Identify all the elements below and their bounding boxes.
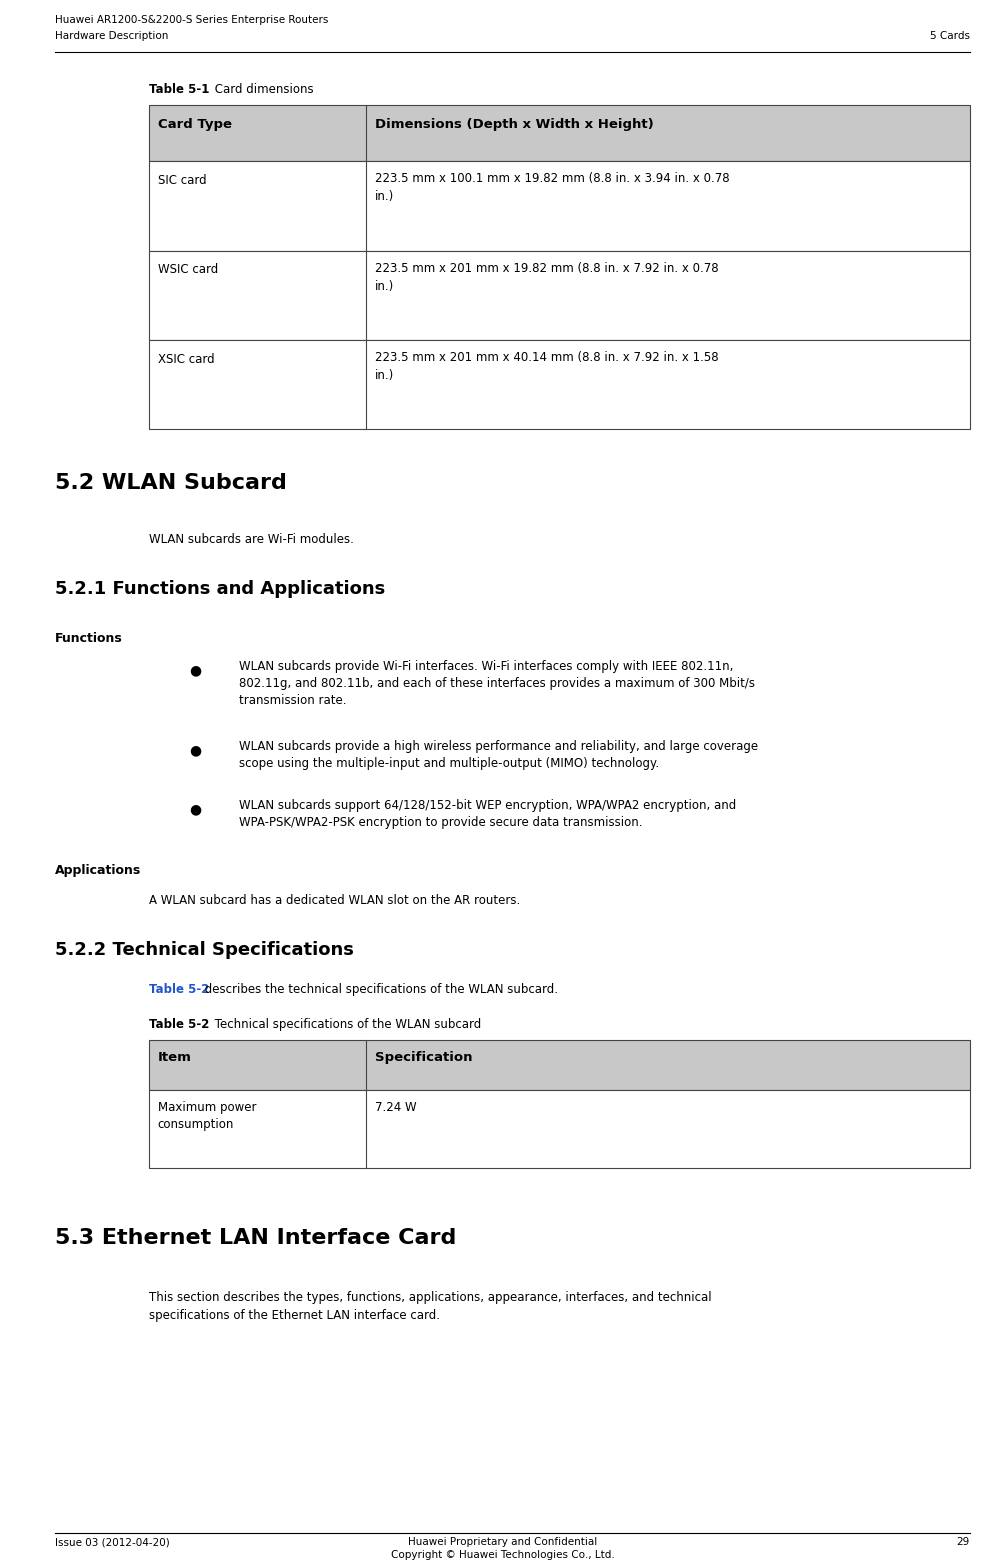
Bar <box>149 1091 970 1169</box>
Bar <box>149 1040 970 1091</box>
Text: Technical specifications of the WLAN subcard: Technical specifications of the WLAN sub… <box>211 1019 481 1031</box>
Text: Huawei AR1200-S&2200-S Series Enterprise Routers: Huawei AR1200-S&2200-S Series Enterprise… <box>55 14 329 25</box>
Text: Table 5-2: Table 5-2 <box>149 984 209 997</box>
Text: A WLAN subcard has a dedicated WLAN slot on the AR routers.: A WLAN subcard has a dedicated WLAN slot… <box>149 895 520 907</box>
Text: WSIC card: WSIC card <box>158 263 218 276</box>
Text: 7.24 W: 7.24 W <box>376 1102 417 1114</box>
Text: Table 5-2: Table 5-2 <box>149 1019 209 1031</box>
Text: ●: ● <box>189 802 201 816</box>
Text: 223.5 mm x 201 mm x 19.82 mm (8.8 in. x 7.92 in. x 0.78
in.): 223.5 mm x 201 mm x 19.82 mm (8.8 in. x … <box>376 262 719 293</box>
Text: WLAN subcards provide a high wireless performance and reliability, and large cov: WLAN subcards provide a high wireless pe… <box>239 740 759 771</box>
Text: describes the technical specifications of the WLAN subcard.: describes the technical specifications o… <box>201 984 558 997</box>
Text: WLAN subcards are Wi-Fi modules.: WLAN subcards are Wi-Fi modules. <box>149 533 354 545</box>
Text: 5.2 WLAN Subcard: 5.2 WLAN Subcard <box>55 473 287 494</box>
Text: Dimensions (Depth x Width x Height): Dimensions (Depth x Width x Height) <box>376 118 654 130</box>
Bar <box>149 161 970 251</box>
Text: 5 Cards: 5 Cards <box>930 31 970 41</box>
Text: 223.5 mm x 201 mm x 40.14 mm (8.8 in. x 7.92 in. x 1.58
in.): 223.5 mm x 201 mm x 40.14 mm (8.8 in. x … <box>376 351 719 382</box>
Text: Issue 03 (2012-04-20): Issue 03 (2012-04-20) <box>55 1537 170 1547</box>
Bar <box>149 340 970 429</box>
Text: Table 5-1: Table 5-1 <box>149 83 209 96</box>
Text: Hardware Description: Hardware Description <box>55 31 169 41</box>
Text: Maximum power
consumption: Maximum power consumption <box>158 1102 256 1131</box>
Text: Card dimensions: Card dimensions <box>211 83 314 96</box>
Text: WLAN subcards provide Wi-Fi interfaces. Wi-Fi interfaces comply with IEEE 802.11: WLAN subcards provide Wi-Fi interfaces. … <box>239 660 755 707</box>
Text: Functions: Functions <box>55 632 123 644</box>
Text: Huawei Proprietary and Confidential
Copyright © Huawei Technologies Co., Ltd.: Huawei Proprietary and Confidential Copy… <box>391 1537 614 1561</box>
Text: Item: Item <box>158 1051 192 1064</box>
Text: Specification: Specification <box>376 1051 473 1064</box>
Text: 5.2.2 Technical Specifications: 5.2.2 Technical Specifications <box>55 942 354 959</box>
Text: This section describes the types, functions, applications, appearance, interface: This section describes the types, functi… <box>149 1291 712 1321</box>
Bar <box>149 105 970 161</box>
Text: XSIC card: XSIC card <box>158 353 214 365</box>
Text: 29: 29 <box>957 1537 970 1547</box>
Text: ●: ● <box>189 743 201 757</box>
Text: SIC card: SIC card <box>158 174 206 186</box>
Text: Card Type: Card Type <box>158 118 232 130</box>
Text: WLAN subcards support 64/128/152-bit WEP encryption, WPA/WPA2 encryption, and
WP: WLAN subcards support 64/128/152-bit WEP… <box>239 799 737 829</box>
Text: 223.5 mm x 100.1 mm x 19.82 mm (8.8 in. x 3.94 in. x 0.78
in.): 223.5 mm x 100.1 mm x 19.82 mm (8.8 in. … <box>376 172 730 204</box>
Text: 5.2.1 Functions and Applications: 5.2.1 Functions and Applications <box>55 580 386 597</box>
Text: ●: ● <box>189 663 201 677</box>
Bar <box>149 251 970 340</box>
Text: Applications: Applications <box>55 865 142 878</box>
Text: 5.3 Ethernet LAN Interface Card: 5.3 Ethernet LAN Interface Card <box>55 1229 456 1247</box>
